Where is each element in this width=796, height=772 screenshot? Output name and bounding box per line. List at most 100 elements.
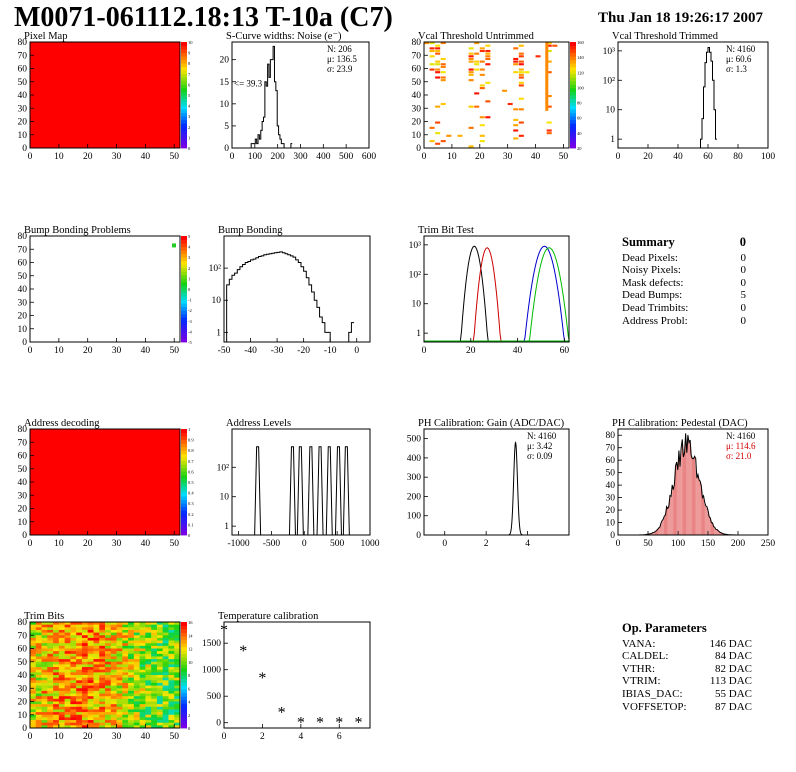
plot-frame: [423, 235, 570, 343]
heatmap-cell: [151, 693, 158, 697]
heatmap-cell: [81, 725, 88, 729]
x-tick-label: 0: [442, 539, 447, 549]
heatmap-cell: [139, 659, 146, 663]
heatmap-cell: [64, 682, 71, 686]
heatmap-cell: [133, 688, 140, 692]
x-tick-label: 10: [54, 539, 64, 549]
heatmap-cell: [87, 680, 94, 684]
heatmap-cell: [546, 132, 552, 135]
heatmap-cell: [162, 696, 169, 700]
heatmap-cell: [87, 725, 94, 729]
heatmap-cell: [53, 696, 60, 700]
chart-title: Bump Bonding Problems: [24, 225, 131, 236]
heatmap-cell: [41, 661, 48, 665]
heatmap-cell: [162, 725, 169, 729]
heatmap-cell: [58, 643, 65, 647]
heatmap-cell: [64, 722, 71, 726]
heatmap-cell: [133, 667, 140, 670]
x-tick-label: 20: [475, 152, 485, 162]
stat-line: N: 206: [327, 44, 352, 54]
summary-value: 0: [740, 264, 747, 277]
heatmap-cell: [87, 635, 94, 639]
heatmap-cell: [546, 60, 552, 63]
heatmap-cell: [162, 680, 169, 684]
heatmap-cell: [35, 622, 42, 625]
heatmap-cell: [81, 637, 88, 641]
colorbar-label: 0.8: [188, 448, 194, 453]
heatmap-cell: [64, 629, 71, 633]
heatmap-cell: [41, 651, 48, 655]
heatmap-cell: [110, 698, 117, 702]
heatmap-cell: [58, 722, 65, 726]
heatmap-cell: [99, 664, 106, 668]
heatmap-cell: [145, 669, 152, 673]
x-tick-label: 20: [466, 346, 476, 356]
colorbar-segment: [181, 119, 187, 124]
colorbar-segment: [570, 59, 576, 64]
x-tick-label: 0: [28, 346, 33, 356]
heatmap-cell: [156, 672, 163, 676]
heatmap-cell: [53, 669, 60, 673]
heatmap-cell: [116, 664, 123, 668]
heatmap-cell: [174, 720, 181, 723]
heatmap-cell: [64, 661, 71, 665]
colorbar-segment: [181, 513, 187, 518]
heatmap-cell: [507, 102, 513, 106]
heatmap-cell: [145, 664, 152, 668]
x-tick-label: 30: [112, 539, 122, 549]
heatmap-cell: [518, 108, 524, 111]
heatmap-cell: [47, 645, 54, 649]
colorbar-label: 0: [188, 287, 191, 292]
heatmap-cell: [122, 701, 129, 705]
colorbar-label: 140: [577, 55, 585, 60]
y-tick-label: 10: [18, 711, 28, 721]
heatmap-cell: [468, 57, 474, 61]
summary-label: Mask defects:: [622, 276, 684, 289]
series-line: [523, 245, 566, 343]
heatmap-cell: [139, 712, 146, 716]
heatmap-cell: [151, 680, 158, 684]
heatmap-cell: [87, 643, 94, 647]
heatmap-cell: [87, 714, 94, 718]
heatmap-cell: [145, 720, 152, 723]
heatmap-cell: [70, 672, 77, 676]
heatmap-cell: [518, 76, 524, 79]
y-tick-label: 10: [18, 325, 28, 335]
heatmap-cell: [156, 680, 163, 684]
heatmap-cell: [145, 627, 152, 631]
heatmap-cell: [76, 656, 83, 660]
x-tick-label: 40: [141, 539, 151, 549]
x-tick-label: -30: [271, 346, 284, 356]
heatmap-cell: [133, 714, 140, 718]
heatmap-cell: [162, 717, 169, 721]
heatmap-cell: [116, 661, 123, 665]
heatmap-cell: [145, 622, 152, 625]
heatmap-cell: [87, 669, 94, 673]
colorbar-label: 80: [577, 101, 582, 106]
heatmap-cell: [53, 664, 60, 668]
colorbar-label: 20: [577, 146, 582, 151]
heatmap-cell: [87, 722, 94, 726]
heatmap-cell: [468, 47, 474, 50]
heatmap-cell: [151, 704, 158, 708]
heatmap-cell: [116, 653, 123, 657]
heatmap-cell: [41, 653, 48, 657]
x-tick-label: 20: [83, 732, 93, 742]
heatmap-cell: [53, 651, 60, 655]
colorbar-segment: [570, 56, 576, 61]
heatmap-cell: [30, 661, 37, 665]
heatmap-cell: [174, 627, 181, 631]
y-tick-label: 0: [22, 338, 27, 348]
heatmap-cell: [110, 672, 117, 676]
chart-vcal-trimmed: [617, 41, 769, 149]
x-tick-label: 100: [761, 152, 776, 162]
heatmap-cell: [81, 706, 88, 710]
colorbar-segment: [181, 70, 187, 75]
x-tick-label: -50: [218, 346, 231, 356]
colorbar-segment: [181, 713, 187, 718]
heatmap-cell: [145, 701, 152, 705]
heatmap-cell: [156, 704, 163, 708]
x-tick-label: 50: [169, 732, 179, 742]
colorbar-segment: [181, 260, 187, 265]
heatmap-cell: [139, 648, 146, 652]
